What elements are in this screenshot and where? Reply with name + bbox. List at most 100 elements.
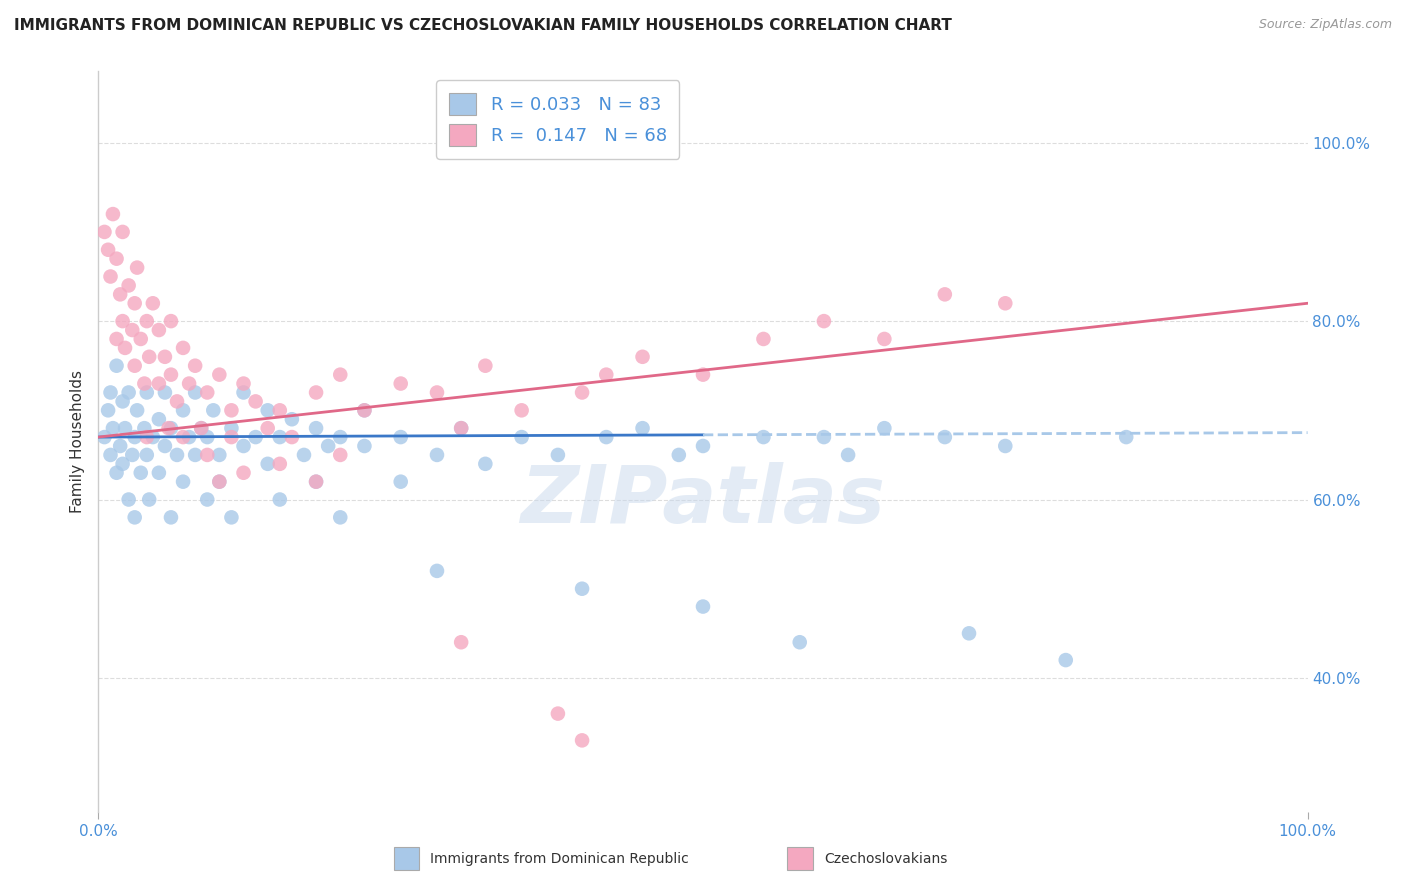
Point [190, 421, 212, 435]
Point [1115, 430, 1137, 444]
Point [426, 448, 449, 462]
Point [114, 341, 136, 355]
Point [450, 421, 472, 435]
Point [101, 207, 124, 221]
Point [934, 430, 956, 444]
Point [208, 448, 231, 462]
Point [510, 430, 533, 444]
Point [353, 403, 375, 417]
Point [256, 421, 278, 435]
Point [631, 421, 654, 435]
Point [124, 359, 146, 373]
Point [245, 394, 267, 409]
Text: Source: ZipAtlas.com: Source: ZipAtlas.com [1258, 18, 1392, 31]
Point [245, 430, 267, 444]
Point [134, 376, 156, 391]
Point [148, 376, 170, 391]
Point [97, 243, 120, 257]
Point [184, 359, 207, 373]
Point [111, 457, 134, 471]
Point [184, 385, 207, 400]
Point [208, 368, 231, 382]
Point [595, 430, 617, 444]
Point [329, 448, 352, 462]
Point [752, 430, 775, 444]
Point [221, 510, 243, 524]
Point [121, 323, 143, 337]
Point [108, 287, 131, 301]
Point [135, 314, 157, 328]
Point [129, 466, 152, 480]
Point [813, 430, 835, 444]
Point [269, 430, 291, 444]
Point [166, 448, 188, 462]
Point [692, 368, 714, 382]
Point [305, 385, 328, 400]
Point [100, 269, 122, 284]
Point [353, 439, 375, 453]
Point [269, 457, 291, 471]
Point [269, 403, 291, 417]
Point [190, 421, 212, 435]
Point [157, 421, 180, 435]
Point [105, 359, 128, 373]
Point [474, 359, 496, 373]
Point [873, 421, 896, 435]
Point [547, 448, 569, 462]
Point [160, 510, 183, 524]
Point [172, 341, 194, 355]
Point [118, 278, 141, 293]
Point [202, 403, 225, 417]
Point [837, 448, 859, 462]
Point [668, 448, 690, 462]
Text: IMMIGRANTS FROM DOMINICAN REPUBLIC VS CZECHOSLOVAKIAN FAMILY HOUSEHOLDS CORRELAT: IMMIGRANTS FROM DOMINICAN REPUBLIC VS CZ… [14, 18, 952, 33]
Point [256, 403, 278, 417]
Point [752, 332, 775, 346]
Point [118, 385, 141, 400]
Text: ZIPatlas: ZIPatlas [520, 462, 886, 540]
Point [127, 260, 149, 275]
Point [269, 492, 291, 507]
Point [195, 492, 218, 507]
Point [97, 403, 120, 417]
Point [142, 430, 165, 444]
Point [595, 368, 617, 382]
Point [305, 475, 328, 489]
Point [281, 412, 304, 426]
Point [172, 475, 194, 489]
Point [789, 635, 811, 649]
Point [184, 448, 207, 462]
Point [292, 448, 315, 462]
Point [208, 475, 231, 489]
Point [934, 287, 956, 301]
Point [353, 403, 375, 417]
Point [108, 439, 131, 453]
Point [179, 430, 201, 444]
Point [153, 385, 176, 400]
Point [111, 394, 134, 409]
Point [329, 510, 352, 524]
Point [450, 635, 472, 649]
Point [172, 430, 194, 444]
Point [631, 350, 654, 364]
Point [571, 385, 593, 400]
Point [474, 457, 496, 471]
Point [232, 466, 254, 480]
Text: Czechoslovakians: Czechoslovakians [824, 852, 948, 865]
Point [101, 421, 124, 435]
Point [105, 466, 128, 480]
Point [124, 296, 146, 310]
Point [118, 492, 141, 507]
Point [148, 466, 170, 480]
Point [813, 314, 835, 328]
Point [256, 457, 278, 471]
Point [547, 706, 569, 721]
Point [305, 475, 328, 489]
Point [957, 626, 980, 640]
Point [692, 439, 714, 453]
Point [281, 430, 304, 444]
Point [129, 332, 152, 346]
Point [142, 296, 165, 310]
Point [232, 439, 254, 453]
Point [329, 368, 352, 382]
